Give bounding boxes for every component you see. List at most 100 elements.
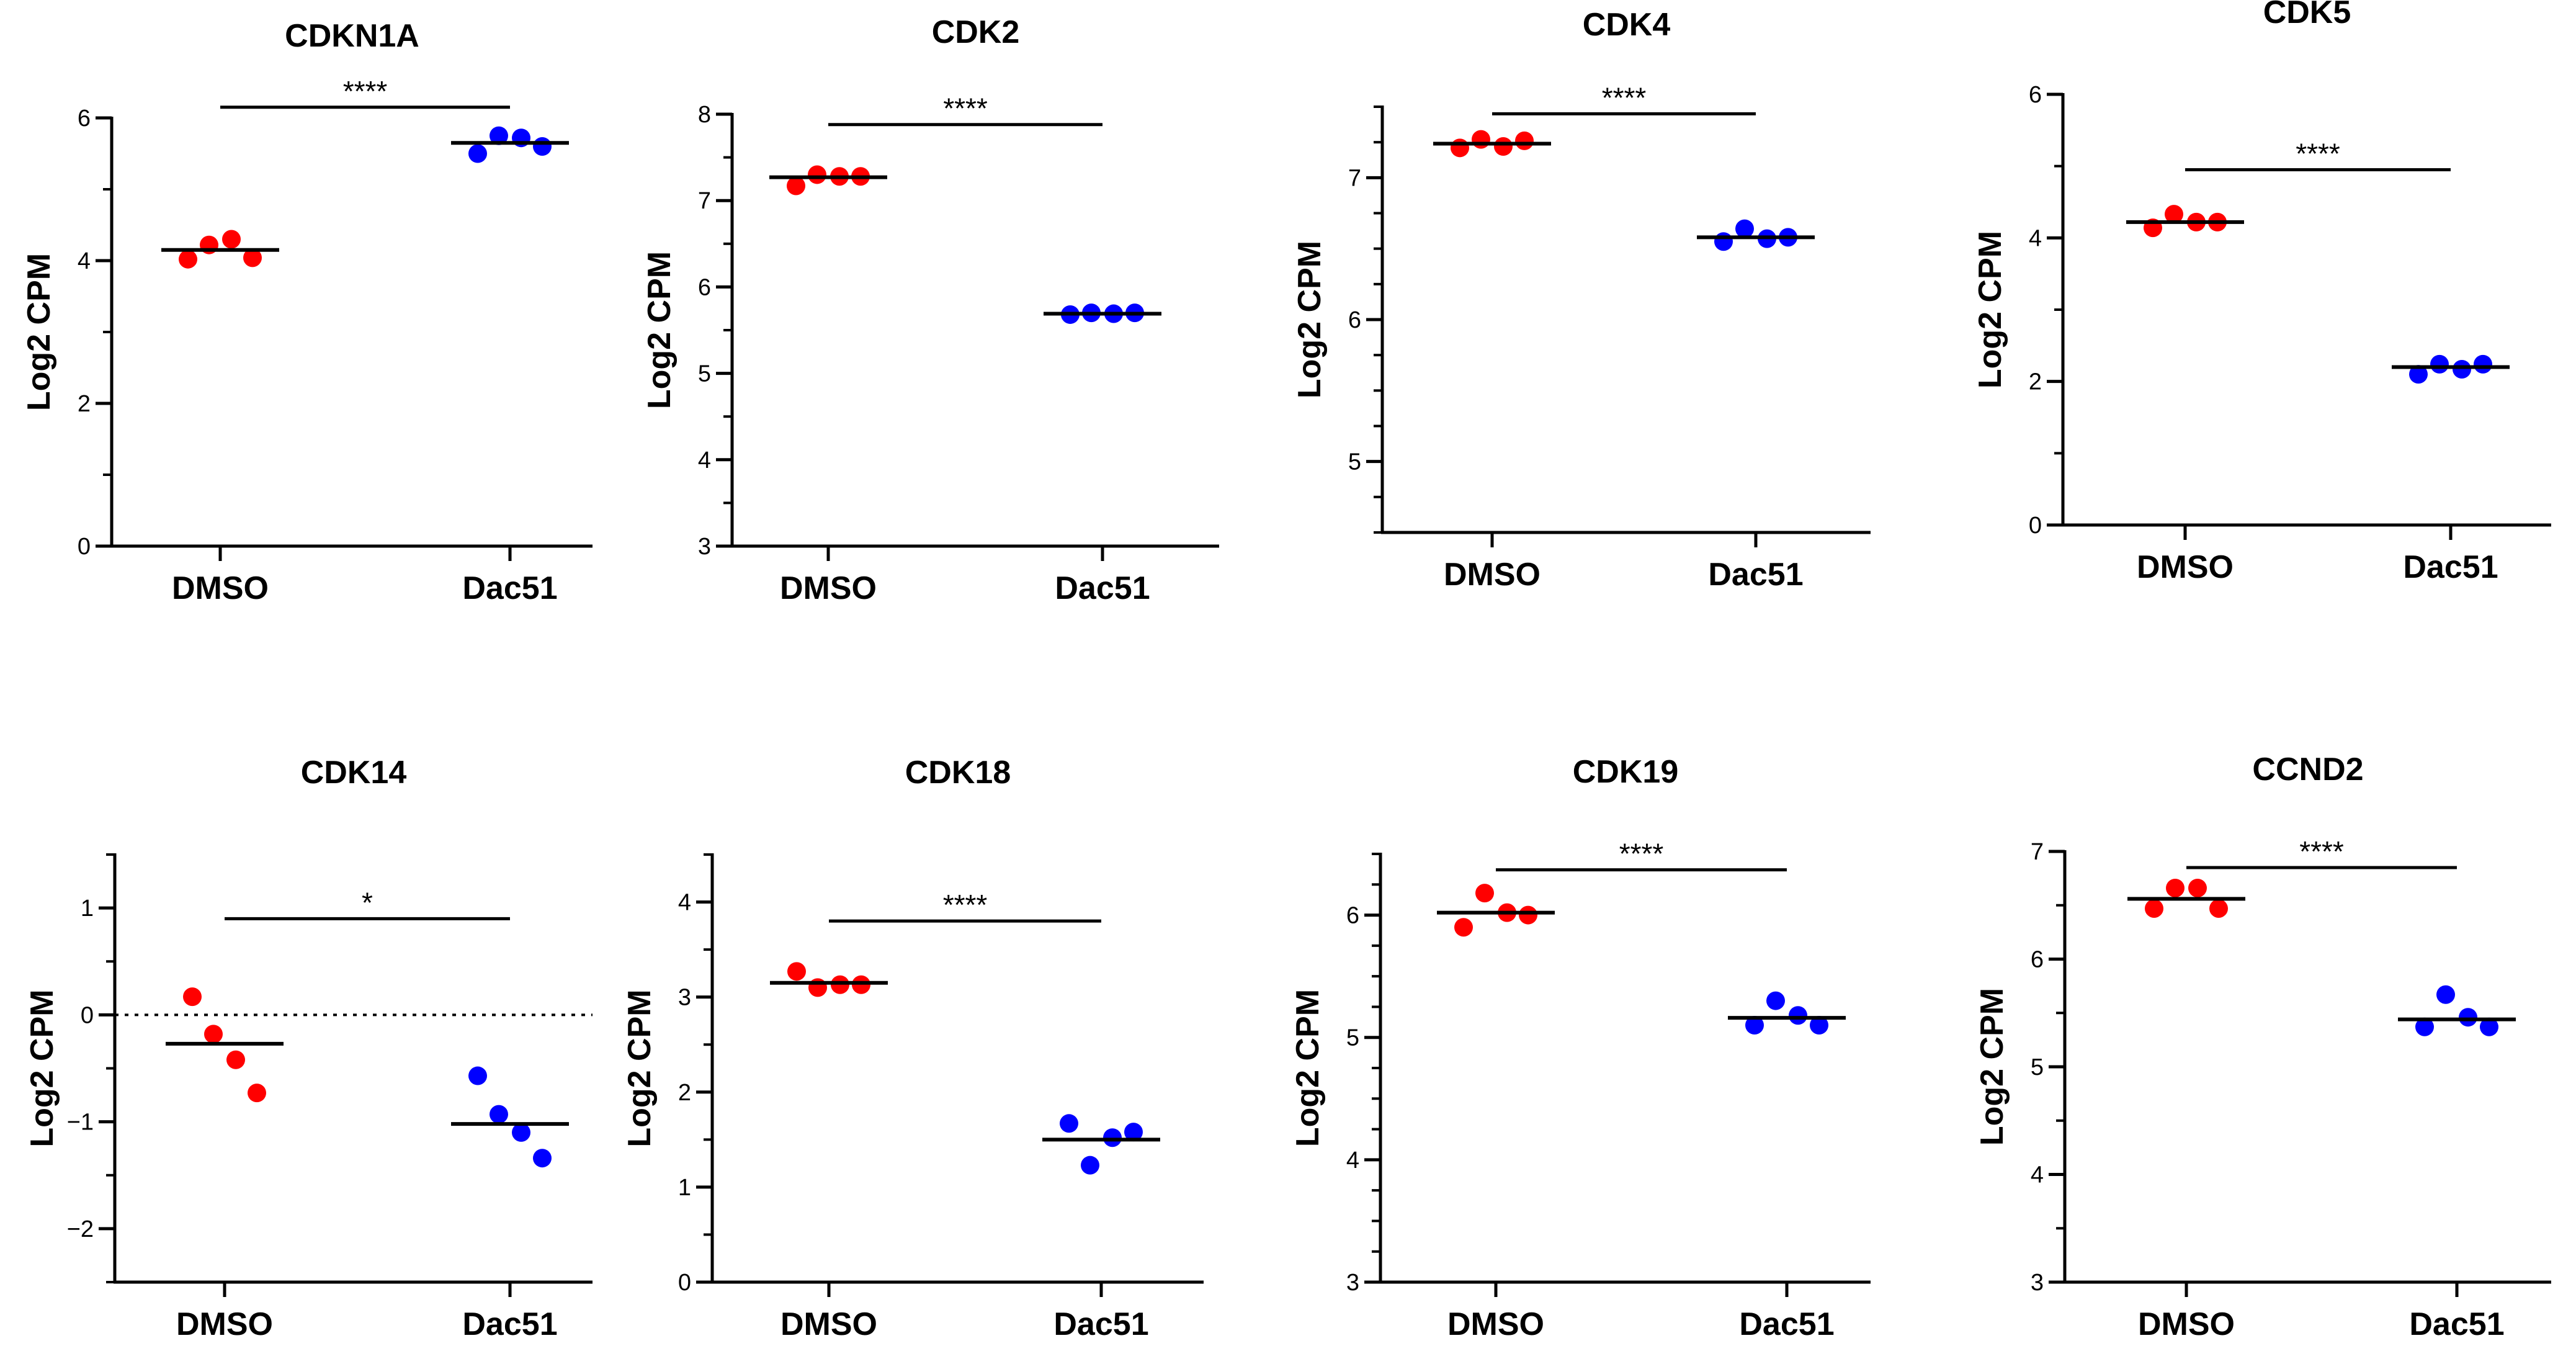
y-tick-label: 6	[78, 105, 91, 132]
y-tick-label: 2	[678, 1080, 691, 1106]
data-point-dmso	[2145, 899, 2163, 918]
panel-cdk5: CDK5 Log2 CPM 0 2 4 6 DMSO Dac51 ****	[1972, 0, 2551, 585]
data-point-dmso	[179, 249, 197, 269]
data-point-dac51	[1735, 219, 1754, 238]
data-point-dac51	[1081, 1156, 1099, 1175]
data-point-dmso	[2166, 878, 2185, 897]
data-point-dac51	[2459, 1008, 2477, 1027]
y-tick-label: 2	[78, 391, 91, 417]
y-axis-label: Log2 CPM	[1290, 989, 1326, 1147]
y-tick-label: 3	[678, 985, 691, 1011]
significance-label: ****	[943, 92, 988, 125]
y-tick-label: 3	[1346, 1270, 1359, 1296]
panel-title: CDK19	[1573, 754, 1679, 790]
panel-title: CDK5	[2263, 0, 2351, 30]
x-tick-label-dac51: Dac51	[462, 1306, 557, 1342]
x-tick-label-dmso: DMSO	[780, 570, 877, 606]
data-point-dac51	[1766, 991, 1785, 1010]
data-point-dac51	[2480, 1017, 2498, 1036]
y-tick-label: 7	[2031, 839, 2044, 865]
y-tick-label: 3	[698, 534, 711, 560]
data-point-dmso	[1519, 905, 1537, 925]
y-tick-label: 1	[678, 1175, 691, 1201]
y-axis-label: Log2 CPM	[24, 989, 60, 1147]
y-tick-label: 4	[678, 890, 691, 916]
y-tick-label: 6	[2031, 947, 2044, 973]
significance-label: *	[362, 886, 373, 918]
y-tick-label: 4	[78, 248, 91, 274]
data-point-dmso	[808, 165, 826, 184]
y-tick-label: 8	[698, 102, 711, 128]
data-point-dmso	[1472, 130, 1490, 149]
y-tick-label: 5	[2031, 1054, 2044, 1080]
y-axis-label: Log2 CPM	[642, 251, 678, 409]
data-point-dac51	[490, 126, 508, 145]
y-tick-label: 4	[698, 447, 711, 474]
data-point-dac51	[1745, 1016, 1764, 1035]
data-point-dac51	[533, 137, 552, 156]
significance-label: ****	[1602, 81, 1647, 114]
y-tick-label: 5	[1346, 1025, 1359, 1051]
x-tick-label-dac51: Dac51	[2403, 549, 2498, 585]
data-point-dac51	[2409, 365, 2428, 384]
data-point-dmso	[222, 230, 241, 249]
y-tick-label: 1	[81, 895, 94, 922]
y-tick-label: 0	[2029, 513, 2042, 539]
data-point-dmso	[1515, 131, 1534, 150]
data-point-dac51	[2430, 354, 2449, 374]
panel-cdk19: CDK19 Log2 CPM 3 4 5 6 DMSO Dac51 ****	[1290, 754, 1871, 1342]
y-tick-label: 0	[78, 534, 91, 560]
x-tick-label-dac51: Dac51	[2409, 1306, 2504, 1342]
y-tick-label: 6	[1346, 903, 1359, 929]
data-point-dac51	[1789, 1006, 1807, 1025]
panel-cdk4: CDK4 Log2 CPM 5 6 7 DMSO Dac51 ****	[1292, 7, 1871, 593]
data-point-dmso	[787, 962, 806, 981]
y-tick-label: 6	[1348, 307, 1361, 333]
data-point-dac51	[468, 144, 487, 163]
y-axis-label: Log2 CPM	[21, 253, 57, 411]
significance-label: ****	[343, 75, 388, 107]
y-axis-label: Log2 CPM	[1292, 241, 1328, 398]
panel-cdk14: CDK14 Log2 CPM −2 −1 0 1 DMSO Dac51 *	[24, 755, 593, 1342]
data-point-dac51	[1060, 1114, 1078, 1133]
y-tick-label: 5	[1348, 449, 1361, 475]
y-tick-label: 3	[2031, 1270, 2044, 1296]
data-point-dac51	[1714, 232, 1733, 251]
x-tick-label-dac51: Dac51	[1708, 557, 1803, 593]
y-tick-label: 6	[2029, 82, 2042, 108]
y-axis-label: Log2 CPM	[1972, 231, 2008, 388]
data-point-dac51	[512, 1123, 530, 1142]
y-tick-label: 4	[2031, 1162, 2044, 1188]
data-point-dmso	[831, 975, 849, 994]
data-point-dac51	[533, 1149, 552, 1168]
data-point-dmso	[183, 987, 202, 1007]
significance-label: ****	[1619, 838, 1664, 870]
x-tick-label-dmso: DMSO	[780, 1306, 877, 1342]
y-axis-label: Log2 CPM	[1974, 988, 2010, 1146]
panel-cdk18: CDK18 Log2 CPM 0 1 2 3 4 DMSO Dac51 ****	[622, 755, 1204, 1342]
x-tick-label-dac51: Dac51	[1055, 570, 1150, 606]
x-tick-label-dmso: DMSO	[1444, 557, 1541, 593]
x-tick-label-dmso: DMSO	[2138, 1306, 2235, 1342]
data-point-dmso	[787, 176, 805, 195]
panel-title: CCND2	[2252, 752, 2363, 788]
y-tick-label: 4	[2029, 225, 2042, 251]
y-tick-label: 5	[698, 361, 711, 387]
data-point-dmso	[1494, 137, 1513, 156]
y-axis-label: Log2 CPM	[622, 989, 658, 1147]
y-tick-label: 6	[698, 274, 711, 300]
panel-cdk2: CDK2 Log2 CPM 3 4 5 6 7 8 DMSO Dac51 ****	[642, 14, 1219, 606]
data-point-dmso	[248, 1084, 266, 1103]
panel-title: CDK14	[301, 755, 407, 791]
y-tick-label: 7	[1348, 165, 1361, 191]
x-tick-label-dac51: Dac51	[1739, 1306, 1834, 1342]
panel-cdkn1a: CDKN1A Log2 CPM 0 2 4 6 DMSO Dac51 ****	[21, 18, 593, 606]
data-point-dac51	[2415, 1017, 2434, 1036]
data-point-dac51	[2436, 985, 2455, 1004]
significance-label: ****	[943, 889, 988, 921]
x-tick-label-dmso: DMSO	[1447, 1306, 1544, 1342]
x-tick-label-dmso: DMSO	[176, 1306, 273, 1342]
y-tick-label: 7	[698, 188, 711, 214]
panel-title: CDK4	[1583, 7, 1671, 43]
